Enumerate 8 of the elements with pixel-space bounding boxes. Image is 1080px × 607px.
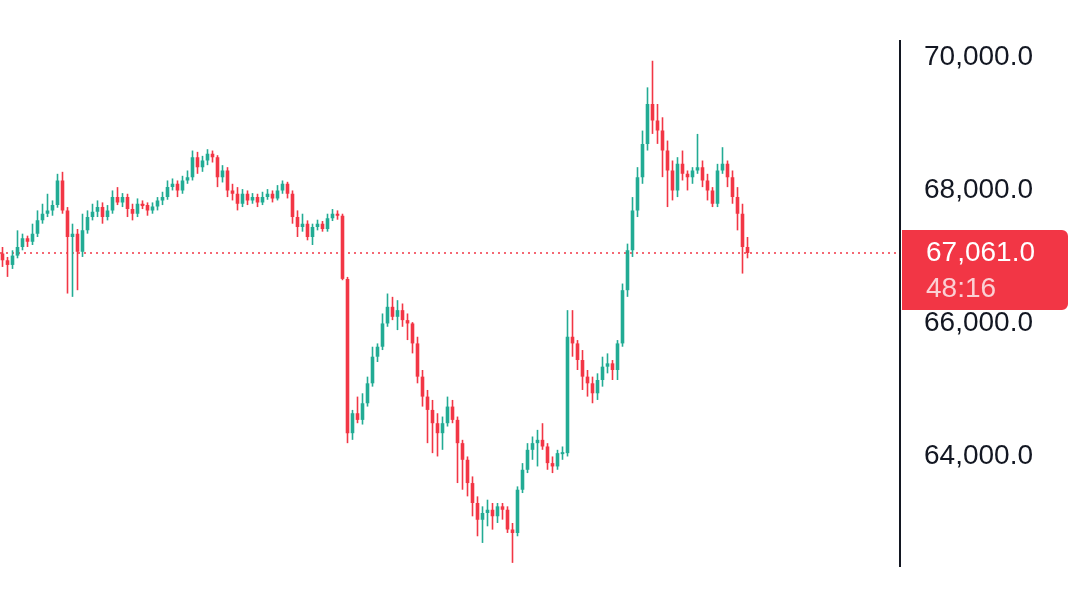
y-tick-label: 70,000.0 xyxy=(924,40,1033,72)
ref-line-label: 67,061.0 xyxy=(926,235,1035,267)
y-tick-label: 64,000.0 xyxy=(924,439,1033,471)
text: 48:16 xyxy=(926,271,997,303)
candlestick xyxy=(605,352,610,375)
y-tick-label: 66,000.0 xyxy=(924,306,1033,338)
y-tick-label: 68,000.0 xyxy=(924,173,1033,205)
candlestick xyxy=(45,192,50,218)
